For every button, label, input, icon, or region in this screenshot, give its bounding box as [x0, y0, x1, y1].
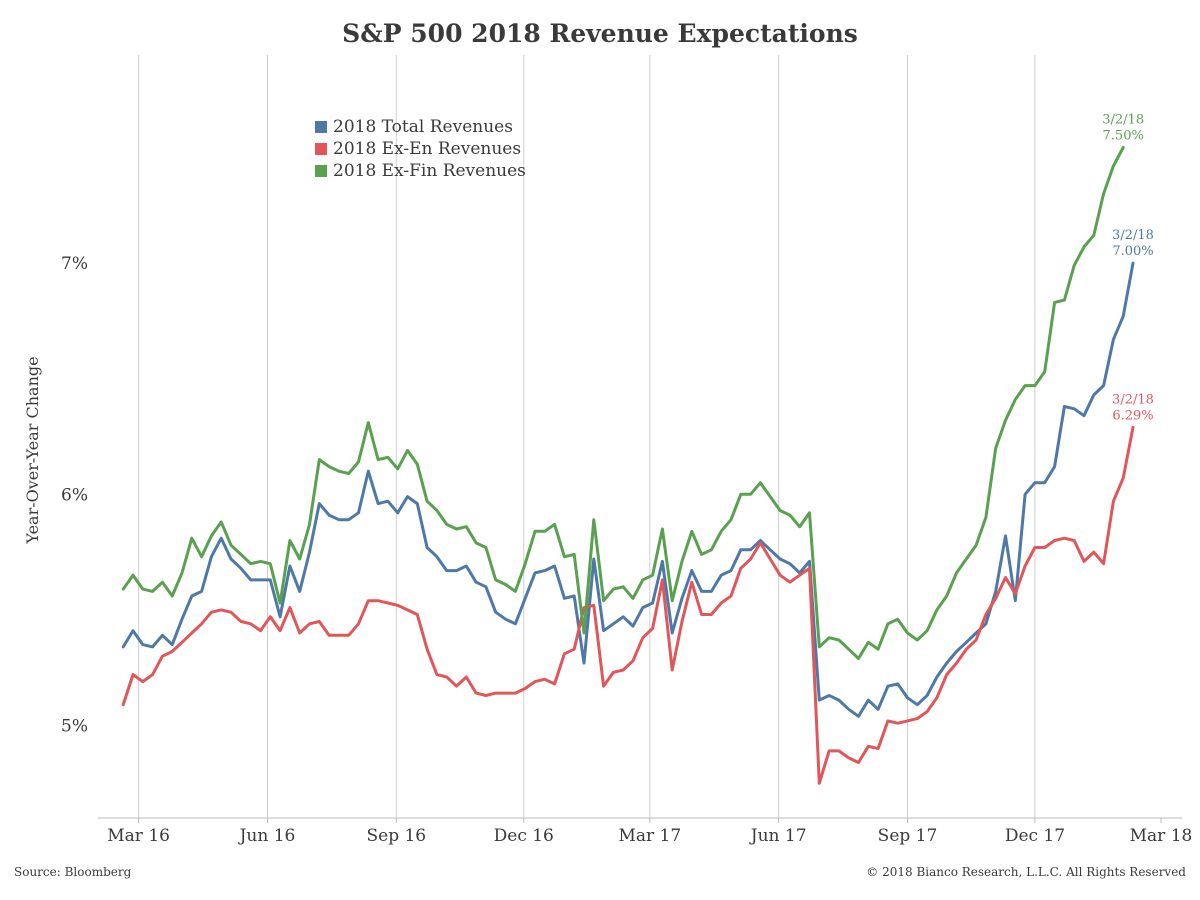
x-tick-label: Mar 18 — [1130, 826, 1193, 846]
source-note: Source: Bloomberg — [14, 865, 132, 879]
x-tick-label: Dec 16 — [494, 826, 554, 846]
legend-swatch — [315, 143, 327, 155]
y-tick-label: 6% — [61, 485, 88, 505]
series-line-2 — [121, 146, 1125, 660]
y-tick-label: 5% — [61, 717, 88, 737]
end-date-label: 3/2/18 — [1112, 392, 1154, 407]
end-labels: 3/2/187.00%3/2/186.29%3/2/187.50% — [1102, 112, 1154, 423]
series-lines — [121, 146, 1135, 785]
x-tick-label: Sep 16 — [366, 826, 426, 846]
end-date-label: 3/2/18 — [1112, 228, 1154, 243]
x-tick-label: Mar 16 — [107, 826, 170, 846]
legend-label: 2018 Ex-Fin Revenues — [333, 161, 526, 181]
y-tick-label: 7% — [61, 254, 88, 274]
chart-title: S&P 500 2018 Revenue Expectations — [342, 19, 858, 48]
end-date-label: 3/2/18 — [1102, 112, 1144, 127]
y-axis: 5% 6% 7% — [61, 254, 88, 736]
end-value-label: 6.29% — [1112, 408, 1153, 423]
gridlines — [138, 55, 1036, 818]
x-tick-label: Jun 17 — [749, 826, 807, 846]
legend-label: 2018 Ex-En Revenues — [333, 139, 521, 159]
y-axis-label: Year-Over-Year Change — [23, 356, 42, 544]
legend-swatch — [315, 121, 327, 133]
x-tick-label: Dec 17 — [1005, 826, 1065, 846]
x-tick-label: Jun 16 — [238, 826, 296, 846]
x-axis: Mar 16 Jun 16 Sep 16 Dec 16 Mar 17 Jun 17 Sep … — [107, 818, 1192, 846]
end-value-label: 7.50% — [1103, 128, 1144, 143]
legend-swatch — [315, 165, 327, 177]
legend-label: 2018 Total Revenues — [333, 117, 513, 137]
x-tick-label: Sep 17 — [878, 826, 938, 846]
x-tick-label: Mar 17 — [618, 826, 681, 846]
series-line-0 — [121, 261, 1135, 718]
series-line-1 — [121, 425, 1135, 785]
copyright-note: © 2018 Bianco Research, L.L.C. All Right… — [866, 865, 1186, 879]
end-value-label: 7.00% — [1112, 244, 1153, 259]
